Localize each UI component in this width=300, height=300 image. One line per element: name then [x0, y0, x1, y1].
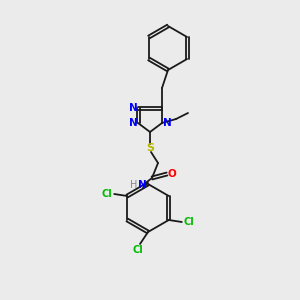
Text: N: N — [138, 180, 146, 190]
Text: N: N — [129, 103, 137, 113]
Text: O: O — [168, 169, 176, 179]
Text: Cl: Cl — [102, 189, 112, 199]
Text: N: N — [163, 118, 171, 128]
Text: Cl: Cl — [183, 217, 194, 227]
Text: Cl: Cl — [133, 245, 143, 255]
Text: H: H — [130, 180, 137, 190]
Text: N: N — [129, 118, 137, 128]
Text: S: S — [146, 143, 154, 153]
